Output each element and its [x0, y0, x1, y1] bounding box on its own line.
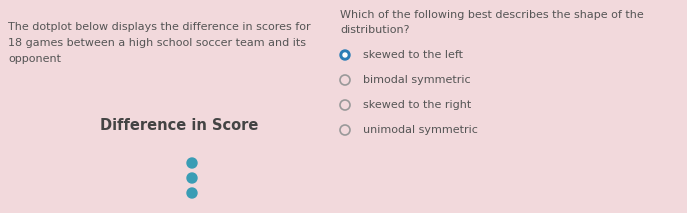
Text: 18 games between a high school soccer team and its: 18 games between a high school soccer te… [8, 38, 306, 48]
Text: The dotplot below displays the difference in scores for: The dotplot below displays the differenc… [8, 22, 311, 32]
Text: skewed to the left: skewed to the left [363, 50, 463, 60]
Circle shape [343, 53, 347, 57]
Text: opponent: opponent [8, 54, 61, 64]
Text: Difference in Score: Difference in Score [100, 118, 258, 133]
Text: unimodal symmetric: unimodal symmetric [363, 125, 478, 135]
Circle shape [340, 50, 350, 60]
Text: Which of the following best describes the shape of the: Which of the following best describes th… [340, 10, 644, 20]
Circle shape [187, 188, 197, 198]
Circle shape [187, 173, 197, 183]
Text: distribution?: distribution? [340, 25, 409, 35]
Text: bimodal symmetric: bimodal symmetric [363, 75, 471, 85]
Circle shape [187, 158, 197, 168]
Text: skewed to the right: skewed to the right [363, 100, 471, 110]
